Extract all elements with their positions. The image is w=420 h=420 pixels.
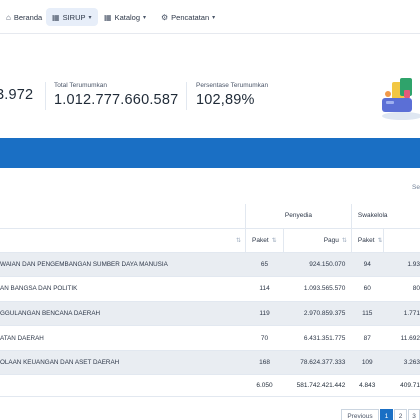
nav-sirup-label: SIRUP [62,12,86,22]
table-row: OLAAN KEUANGAN DAN ASET DAERAH 168 78.62… [0,350,420,376]
row-penyedia-pagu: 6.431.351.775 [283,325,352,351]
chevron-down-icon: ▾ [212,14,216,21]
table-row: ATAN DAERAH 70 6.431.351.775 87 11.692 [0,325,420,351]
row-name: OLAAN KEUANGAN DAN ASET DAERAH [0,350,246,376]
home-icon: ⌂ [6,12,11,22]
table-row: AN BANGSA DAN POLITIK 114 1.093.565.570 … [0,276,420,302]
gear-icon: ⚙ [161,12,169,22]
total-penyedia-paket: 6.050 [245,374,284,398]
row-name: ATAN DAERAH [0,325,246,351]
stat-partial-value: 3.972 [0,87,34,103]
table-row: GGULANGAN BENCANA DAERAH 119 2.970.859.3… [0,301,420,327]
table-header-blank [0,204,246,229]
pagination-previous[interactable]: Previous [341,409,379,420]
stat-total-value: 1.012.777.660.587 [54,92,179,108]
table-header-penyedia-paket[interactable]: Paket ⇅ [245,228,284,253]
table-header-penyedia: Penyedia [245,204,352,229]
header-label: Paket [252,236,269,244]
row-penyedia-paket: 168 [245,350,284,376]
stat-pct-value: 102,89% [196,92,255,108]
grid-icon: ▦ [52,12,60,22]
row-name: GGULANGAN BENCANA DAERAH [0,301,246,327]
table-header-swakelola: Swakelola [350,204,420,229]
stat-divider [186,82,187,110]
row-swakelola-pagu: 1.93 [383,252,420,278]
sort-icon[interactable]: ⇅ [236,237,242,244]
top-navbar: ⌂ Beranda ▦ SIRUP ▾ ▦ Katalog ▾ ⚙ Pencat… [0,0,420,34]
table-row: WAIAN DAN PENGEMBANGAN SUMBER DAYA MANUS… [0,252,420,278]
nav-beranda[interactable]: ⌂ Beranda [0,8,48,26]
pagination-page-3[interactable]: 3 [408,409,420,420]
chevron-down-icon: ▾ [143,14,147,21]
row-penyedia-pagu: 2.970.859.375 [283,301,352,327]
table-header-penyedia-pagu[interactable]: Pagu ⇅ [283,228,352,253]
chevron-down-icon: ▾ [88,14,92,21]
table-header-swakelola-paket[interactable]: Paket ⇅ [350,228,384,253]
row-penyedia-paket: 119 [245,301,284,327]
row-penyedia-paket: 70 [245,325,284,351]
nav-beranda-label: Beranda [13,12,43,22]
stat-partial: 3.972 [0,84,33,103]
nav-sirup[interactable]: ▦ SIRUP ▾ [46,8,98,26]
row-penyedia-pagu: 78.624.377.333 [283,350,352,376]
search-label: Se [412,184,420,191]
nav-katalog-label: Katalog [114,12,140,22]
row-swakelola-paket: 115 [351,301,384,327]
pagination-page-1[interactable]: 1 [380,409,393,420]
stat-divider [45,82,46,110]
nav-pencatatan-label: Pencatatan [171,12,210,22]
table-header-swakelola-pagu[interactable] [382,228,420,253]
row-swakelola-pagu: 80 [383,276,420,302]
row-swakelola-pagu: 11.692 [383,325,420,351]
row-name: WAIAN DAN PENGEMBANGAN SUMBER DAYA MANUS… [0,252,246,278]
row-penyedia-pagu: 1.093.565.570 [283,276,352,302]
stat-total-label: Total Terumumkan [54,82,107,89]
stat-total: Total Terumumkan 1.012.777.660.587 [54,82,178,108]
nav-katalog[interactable]: ▦ Katalog ▾ [98,8,152,26]
row-swakelola-paket: 60 [351,276,384,302]
dashboard-illustration [382,78,420,120]
total-penyedia-pagu: 581.742.421.442 [283,374,352,398]
grid-icon: ▦ [104,12,112,22]
nav-pencatatan[interactable]: ⚙ Pencatatan ▾ [155,8,221,26]
data-table: Penyedia Swakelola ⇅ Paket ⇅ Pagu ⇅ Paket ⇅… [0,204,420,398]
row-name: AN BANGSA DAN POLITIK [0,276,246,302]
total-swakelola-pagu: 409.71 [383,374,420,398]
header-label: Pagu [323,236,339,244]
pagination-page-2[interactable]: 2 [394,409,407,420]
section-header-band [0,138,420,168]
table-total-row: 6.050 581.742.421.442 4.843 409.71 [0,374,420,398]
sort-icon[interactable]: ⇅ [341,237,347,244]
row-swakelola-pagu: 3.263 [383,350,420,376]
summary-panel [0,34,420,138]
row-swakelola-pagu: 1.771 [383,301,420,327]
total-name [0,374,246,398]
header-label: Paket [357,236,375,244]
sort-icon[interactable]: ⇅ [377,237,383,244]
row-swakelola-paket: 94 [351,252,384,278]
row-swakelola-paket: 87 [351,325,384,351]
stat-pct-label: Persentase Terumumkan [196,82,269,89]
stat-percentage: Persentase Terumumkan 102,89% [196,82,268,108]
total-swakelola-paket: 4.843 [351,374,384,398]
row-swakelola-paket: 109 [351,350,384,376]
sort-icon[interactable]: ⇅ [271,237,277,244]
row-penyedia-paket: 65 [245,252,284,278]
row-penyedia-pagu: 924.150.070 [283,252,352,278]
table-header-name[interactable]: ⇅ [0,228,246,253]
row-penyedia-paket: 114 [245,276,284,302]
